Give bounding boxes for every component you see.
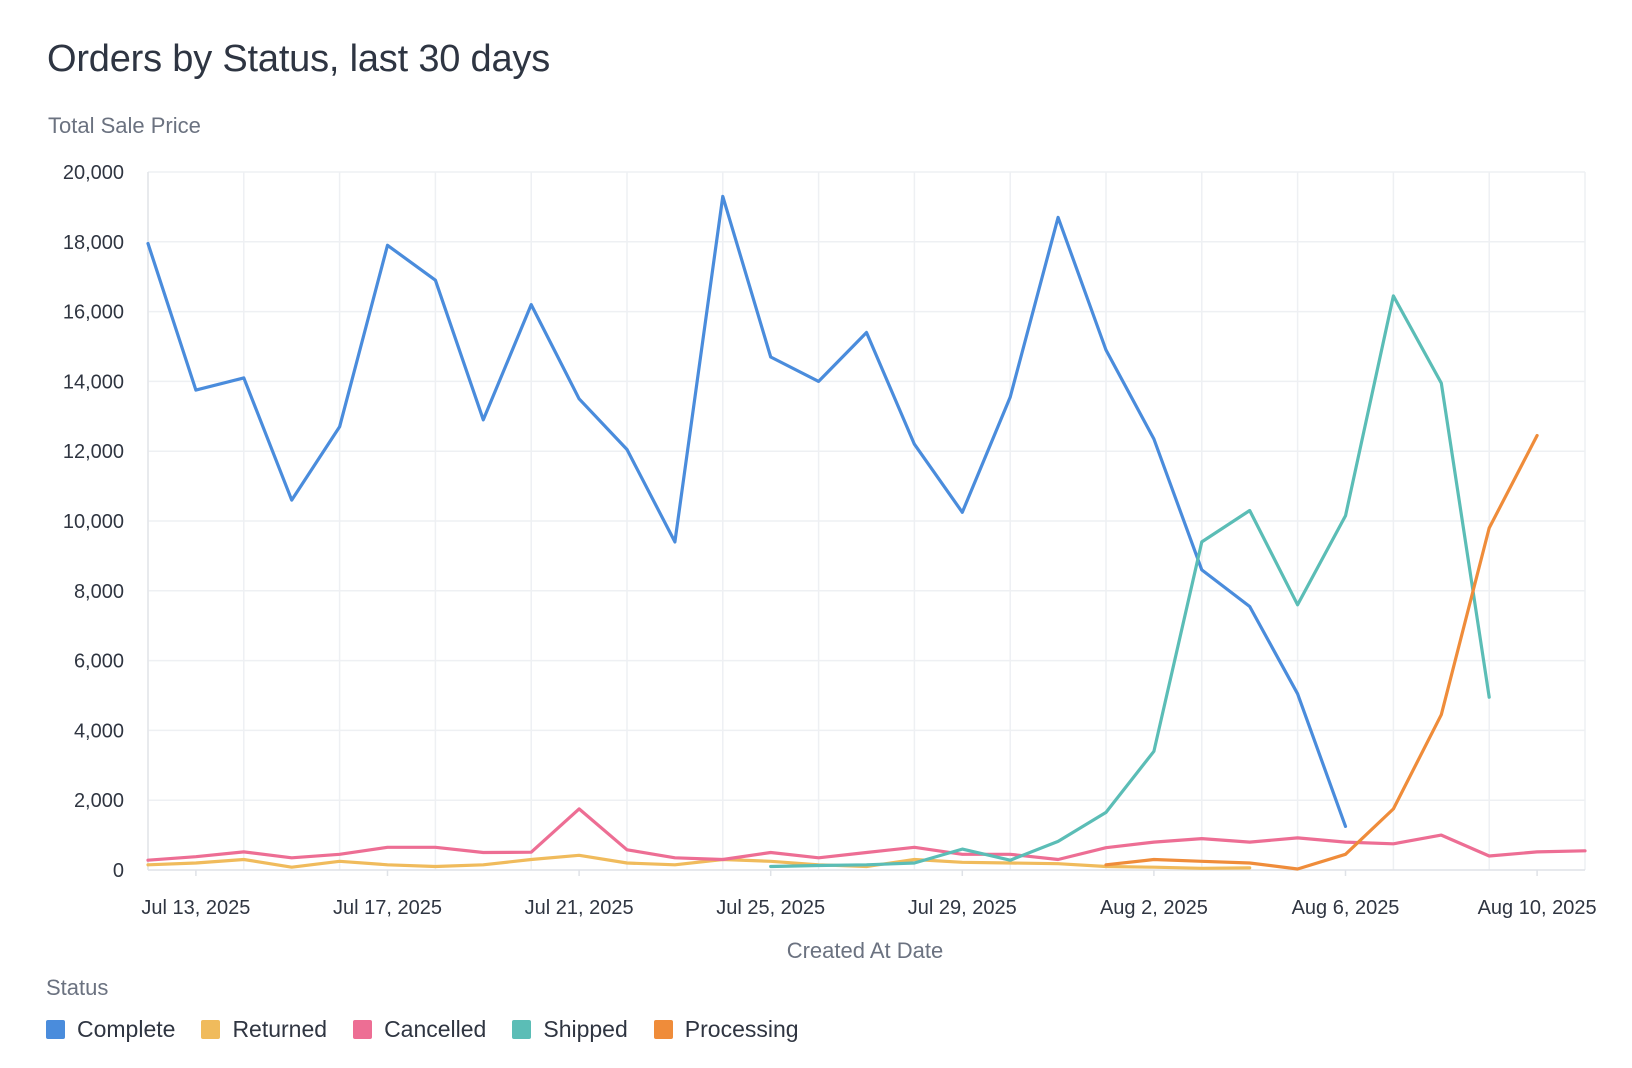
chart-title: Orders by Status, last 30 days: [47, 38, 551, 80]
series-line-complete[interactable]: [146, 194, 1348, 828]
legend-label: Returned: [232, 1016, 328, 1042]
legend-swatch: [353, 1020, 373, 1039]
series-line-cancelled[interactable]: [146, 807, 1587, 862]
legend-item-complete[interactable]: Complete: [46, 1016, 175, 1043]
legend-item-shipped[interactable]: Shipped: [512, 1016, 628, 1043]
series-line-returned[interactable]: [146, 853, 1252, 870]
y-tick-label: 10,000: [63, 511, 124, 533]
y-tick-label: 4,000: [74, 720, 124, 742]
y-axis-ticks: 0 2,000 4,000 6,000 8,000 10,000 12,000 14,000 1…: [63, 162, 124, 882]
x-tick-label: Aug 10, 2025: [1478, 897, 1597, 919]
y-axis-label: Total Sale Price: [48, 113, 201, 138]
x-tick-label: Jul 13, 2025: [141, 897, 250, 919]
legend-label: Cancelled: [384, 1016, 487, 1042]
legend-swatch: [512, 1020, 532, 1039]
horizontal-gridlines: [147, 171, 1585, 871]
y-tick-label: 12,000: [63, 441, 124, 463]
y-tick-label: 14,000: [63, 371, 124, 393]
legend-swatch: [201, 1020, 221, 1039]
y-tick-label: 6,000: [74, 651, 124, 673]
legend-swatch: [653, 1020, 673, 1039]
x-axis-label: Created At Date: [787, 938, 944, 963]
line-chart: 0 2,000 4,000 6,000 8,000 10,000 12,000 14,000 1…: [63, 162, 1597, 963]
series-line-processing[interactable]: [1104, 433, 1539, 871]
series-line-shipped[interactable]: [769, 294, 1491, 869]
legend-item-cancelled[interactable]: Cancelled: [353, 1016, 486, 1043]
legend: Complete Returned Cancelled Shipped Processi…: [46, 1016, 799, 1043]
legend-label: Complete: [77, 1016, 176, 1042]
legend-label: Shipped: [543, 1016, 628, 1042]
series-lines: [146, 194, 1587, 871]
x-axis-ticks: Jul 13, 2025 Jul 17, 2025 Jul 21, 2025 Jul …: [141, 870, 1597, 919]
x-tick-label: Aug 6, 2025: [1292, 897, 1400, 919]
y-tick-label: 2,000: [74, 790, 124, 812]
legend-swatch: [46, 1020, 65, 1039]
x-tick-label: Aug 2, 2025: [1100, 897, 1208, 919]
legend-label: Processing: [684, 1016, 799, 1042]
legend-item-processing[interactable]: Processing: [653, 1016, 799, 1043]
x-tick-label: Jul 21, 2025: [525, 897, 634, 919]
y-tick-label: 20,000: [63, 162, 124, 184]
y-tick-label: 18,000: [63, 232, 124, 254]
y-tick-label: 0: [113, 860, 124, 882]
x-tick-label: Jul 25, 2025: [716, 897, 825, 919]
legend-item-returned[interactable]: Returned: [201, 1016, 327, 1043]
x-tick-label: Jul 17, 2025: [333, 897, 442, 919]
y-tick-label: 8,000: [74, 581, 124, 603]
x-tick-label: Jul 29, 2025: [908, 897, 1017, 919]
legend-title: Status: [46, 975, 109, 1000]
y-tick-label: 16,000: [63, 302, 124, 324]
